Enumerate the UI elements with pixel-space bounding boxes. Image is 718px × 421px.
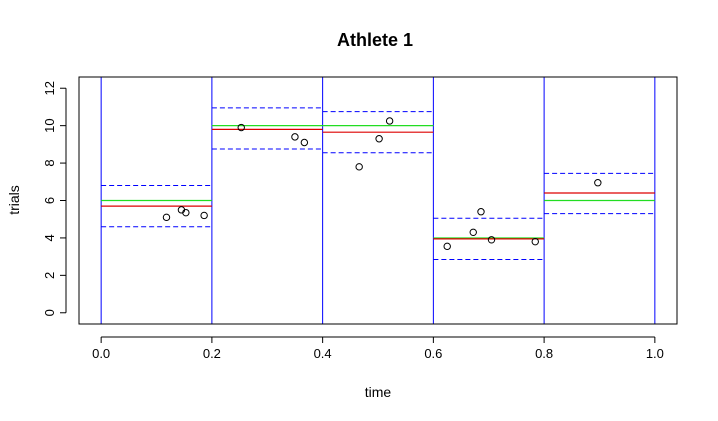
x-tick-label: 0.8 — [535, 346, 553, 361]
chart-title: Athlete 1 — [337, 30, 413, 50]
data-point — [443, 242, 451, 251]
x-tick-label: 1.0 — [646, 346, 664, 361]
x-tick-label: 0.6 — [424, 346, 442, 361]
y-tick-label: 0 — [42, 309, 57, 316]
data-point — [375, 135, 383, 143]
data-point — [237, 123, 245, 132]
plot-area: 0.0 0.2 0.4 0.6 0.8 1.0 0 2 4 6 8 10 12 — [42, 76, 678, 361]
data-point — [385, 117, 394, 125]
x-axis-title: time — [365, 384, 392, 400]
plot-frame — [78, 76, 678, 325]
data-point — [182, 208, 190, 217]
y-tick-label: 6 — [42, 197, 57, 204]
data-point — [162, 213, 171, 222]
y-tick-label: 8 — [42, 159, 57, 166]
x-tick-label: 0.2 — [203, 346, 221, 361]
data-point — [200, 211, 208, 220]
x-tick-label: 0.0 — [92, 346, 110, 361]
y-tick-label: 4 — [42, 234, 57, 241]
x-tick-label: 0.4 — [314, 346, 332, 361]
y-tick-label: 10 — [42, 118, 57, 132]
data-point — [300, 138, 309, 147]
data-point — [477, 208, 485, 216]
data-point — [531, 237, 539, 246]
data-point — [469, 228, 477, 237]
y-tick-label: 12 — [42, 81, 57, 95]
data-point — [291, 133, 299, 141]
data-point — [487, 236, 496, 244]
y-tick-label: 2 — [42, 272, 57, 279]
y-axis-title: trials — [6, 185, 22, 215]
data-point — [594, 179, 602, 187]
data-point — [355, 163, 363, 171]
